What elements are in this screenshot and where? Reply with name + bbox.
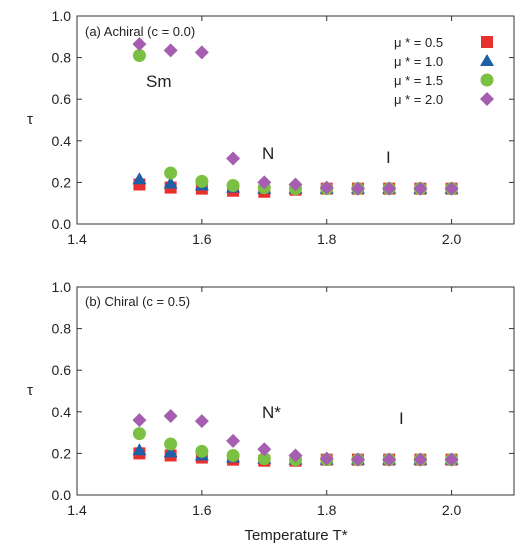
tick-labels-b: 1.4 1.6 1.8 2.0 0.0 0.2 0.4 0.6 0.8 1.0 (52, 279, 462, 518)
x-tick-label: 1.8 (317, 231, 337, 247)
y-tick-label: 0.0 (52, 487, 72, 503)
x-tick-label: 1.6 (192, 231, 212, 247)
data-point-diamond (413, 181, 428, 196)
y-tick-label: 1.0 (52, 8, 72, 24)
y-axis-label-a: τ (27, 111, 33, 128)
y-tick-label: 0.6 (52, 362, 72, 378)
legend-marker-square (481, 36, 493, 48)
data-point-circle (164, 437, 178, 451)
panel-title-b: (b) Chiral (c = 0.5) (85, 294, 190, 309)
data-point-diamond (350, 181, 365, 196)
data-point-circle (132, 49, 146, 63)
marks-b (132, 408, 459, 467)
legend-label: μ * = 1.0 (394, 54, 443, 69)
data-point-diamond (132, 413, 147, 428)
data-point-diamond (350, 452, 365, 467)
data-point-circle (226, 448, 240, 462)
data-point-diamond (226, 433, 241, 448)
y-tick-label: 0.4 (52, 404, 72, 420)
data-point-circle (226, 179, 240, 193)
data-point-diamond (194, 414, 209, 429)
ticks-a (76, 15, 514, 225)
legend-marker-diamond (480, 92, 494, 106)
phase-label-sm: Sm (146, 72, 172, 91)
y-tick-label: 0.4 (52, 133, 72, 149)
y-tick-label: 0.2 (52, 174, 72, 190)
data-point-circle (164, 166, 178, 180)
panel-chiral: 1.4 1.6 1.8 2.0 0.0 0.2 0.4 0.6 0.8 1.0 τ (b) Chi… (27, 279, 515, 544)
x-tick-label: 2.0 (442, 502, 462, 518)
legend-label: μ * = 1.5 (394, 73, 443, 88)
data-point-circle (132, 427, 146, 441)
data-point-diamond (194, 45, 209, 60)
x-tick-label: 2.0 (442, 231, 462, 247)
data-point-diamond (444, 181, 459, 196)
data-point-circle (195, 444, 209, 458)
y-tick-label: 1.0 (52, 279, 72, 295)
ticks-b (76, 286, 514, 496)
data-point-diamond (288, 448, 303, 463)
legend-marker-triangle (480, 54, 494, 66)
data-point-diamond (132, 37, 147, 52)
data-point-circle (195, 174, 209, 188)
x-tick-label: 1.6 (192, 502, 212, 518)
data-point-triangle (132, 172, 147, 185)
legend: μ * = 0.5 μ * = 1.0 μ * = 1.5 μ * = 2.0 (394, 35, 494, 107)
data-point-diamond (163, 43, 178, 58)
data-point-diamond (382, 452, 397, 467)
legend-marker-circle (480, 73, 494, 87)
data-point-triangle (163, 445, 178, 458)
x-tick-label: 1.4 (67, 231, 87, 247)
phase-label-n-star: N* (262, 403, 281, 422)
panel-achiral: 1.4 1.6 1.8 2.0 0.0 0.2 0.4 0.6 0.8 1.0 τ (a) Ach… (27, 8, 515, 247)
data-point-triangle (163, 176, 178, 189)
legend-label: μ * = 2.0 (394, 92, 443, 107)
data-point-triangle (132, 443, 147, 456)
data-point-diamond (319, 451, 334, 466)
panel-title-a: (a) Achiral (c = 0.0) (85, 24, 195, 39)
y-tick-label: 0.0 (52, 216, 72, 232)
data-point-diamond (413, 452, 428, 467)
x-tick-label: 1.4 (67, 502, 87, 518)
data-point-circle (257, 452, 271, 466)
data-point-diamond (257, 175, 272, 190)
data-point-diamond (226, 151, 241, 166)
y-axis-label-b: τ (27, 382, 33, 399)
x-axis-label: Temperature T* (244, 527, 347, 544)
x-tick-label: 1.8 (317, 502, 337, 518)
phase-label-n: N (262, 144, 274, 163)
y-tick-label: 0.6 (52, 91, 72, 107)
tick-labels-a: 1.4 1.6 1.8 2.0 0.0 0.2 0.4 0.6 0.8 1.0 (52, 8, 462, 247)
data-point-diamond (382, 181, 397, 196)
data-point-diamond (257, 442, 272, 457)
y-tick-label: 0.8 (52, 50, 72, 66)
phase-label-i: I (386, 148, 391, 167)
data-point-diamond (319, 180, 334, 195)
data-point-diamond (444, 452, 459, 467)
data-point-diamond (163, 408, 178, 423)
plot-frame-a (76, 15, 515, 225)
marks-a (132, 37, 459, 198)
legend-label: μ * = 0.5 (394, 35, 443, 50)
data-point-diamond (288, 177, 303, 192)
y-tick-label: 0.2 (52, 445, 72, 461)
phase-label-i-b: I (399, 409, 404, 428)
plot-frame-b (76, 286, 515, 496)
y-tick-label: 0.8 (52, 321, 72, 337)
